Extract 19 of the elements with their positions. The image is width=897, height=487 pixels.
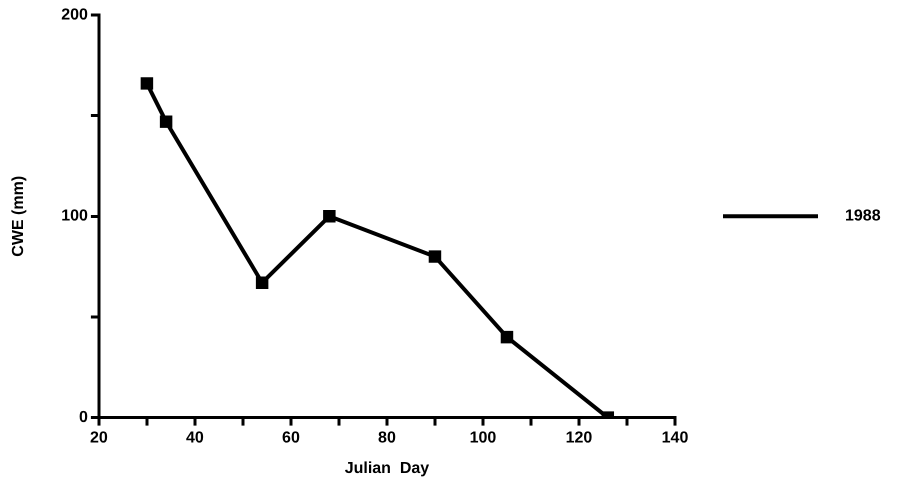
point [323,210,336,223]
point [140,77,154,90]
x-tick-label: 40 [186,430,204,447]
point [428,250,442,263]
point [500,330,514,344]
x-tick-label: 100 [470,430,496,447]
x-tick-label: 80 [378,430,396,447]
x-tick-label: 20 [90,430,108,447]
y-tick-label: 0 [78,409,88,426]
x-axis-title: Julian Day [344,460,430,477]
x-tick-label: 140 [662,430,688,447]
y-tick-label: 100 [61,208,88,225]
point [256,276,268,289]
point [160,115,172,128]
x-tick-label: 60 [282,430,300,447]
x-tick-label: 120 [566,430,592,447]
text: 1988 [845,208,881,225]
y-axis-title: CWE (mm) [10,176,28,257]
y-tick-label: 200 [61,6,88,24]
